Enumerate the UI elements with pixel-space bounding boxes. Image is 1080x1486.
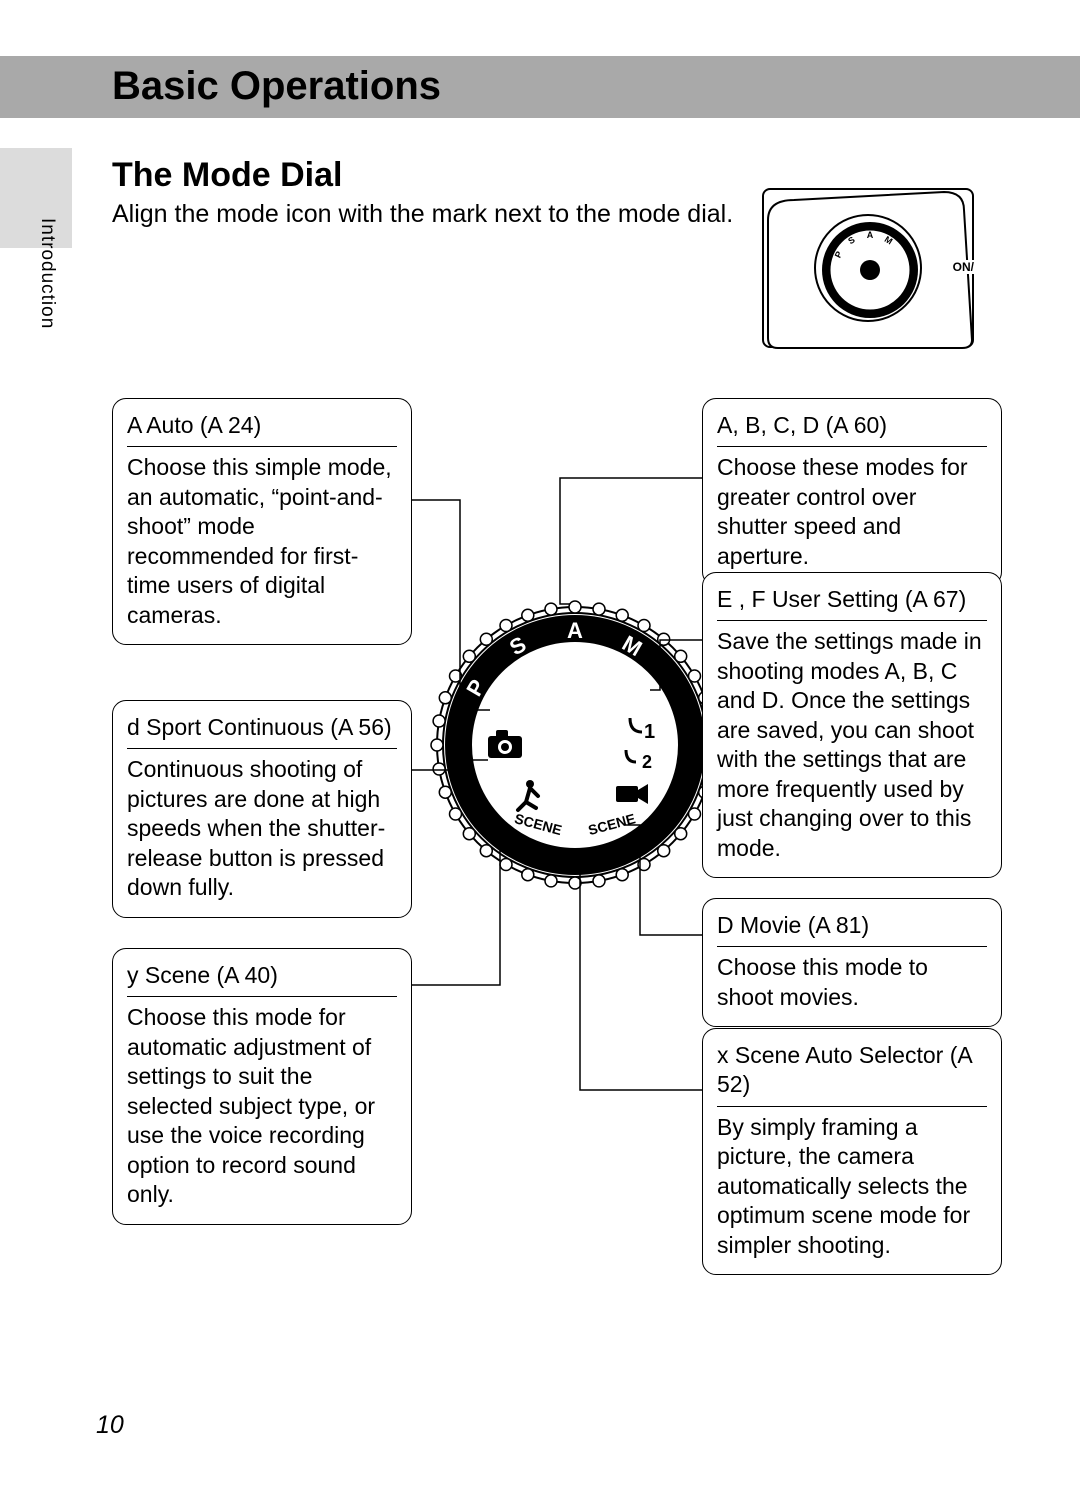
callout-body: Choose this mode to shoot movies. [717,953,987,1012]
intro-text: Align the mode icon with the mark next t… [112,200,733,229]
callout-body: Continuous shooting of pictures are done… [127,755,397,902]
callout-movie: D Movie (A 81) Choose this mode to shoot … [702,898,1002,1027]
callout-body: Choose this simple mode, an automatic, “… [127,453,397,630]
callout-auto: A Auto (A 24) Choose this simple mode, an… [112,398,412,645]
camera-dial-small: A S P M [814,214,922,322]
callout-head: d Sport Continuous (A 56) [127,713,397,749]
svg-text:A: A [867,230,874,240]
mode-dial-large: A S P M SCENE SCENE [430,600,720,890]
page-number: 10 [96,1411,124,1440]
callout-head: E , F User Setting (A 67) [717,585,987,621]
callout-head: A, B, C, D (A 60) [717,411,987,447]
callout-user: E , F User Setting (A 67) Save the settin… [702,572,1002,878]
section-subtitle: The Mode Dial [112,156,342,195]
callout-body: Save the settings made in shooting modes… [717,627,987,863]
camera-on-label: ON/ [951,260,976,274]
callout-body: By simply framing a picture, the camera … [717,1113,987,1260]
side-tab-label: Introduction [36,218,58,329]
callout-body: Choose these modes for greater control o… [717,453,987,571]
callout-pasm: A, B, C, D (A 60) Choose these modes for … [702,398,1002,586]
callout-body: Choose this mode for automatic adjustmen… [127,1003,397,1209]
callout-head: x Scene Auto Selector (A 52) [717,1041,987,1107]
callout-sceneauto: x Scene Auto Selector (A 52)By simply fr… [702,1028,1002,1275]
callout-head: D Movie (A 81) [717,911,987,947]
camera-illustration: A S P M ON/ [762,188,974,348]
callout-sport: d Sport Continuous (A 56) Continuous shoo… [112,700,412,918]
callout-head: y Scene (A 40) [127,961,397,997]
header-title: Basic Operations [112,64,441,109]
callout-head: A Auto (A 24) [127,411,397,447]
callout-scene: y Scene (A 40) Choose this mode for autom… [112,948,412,1225]
